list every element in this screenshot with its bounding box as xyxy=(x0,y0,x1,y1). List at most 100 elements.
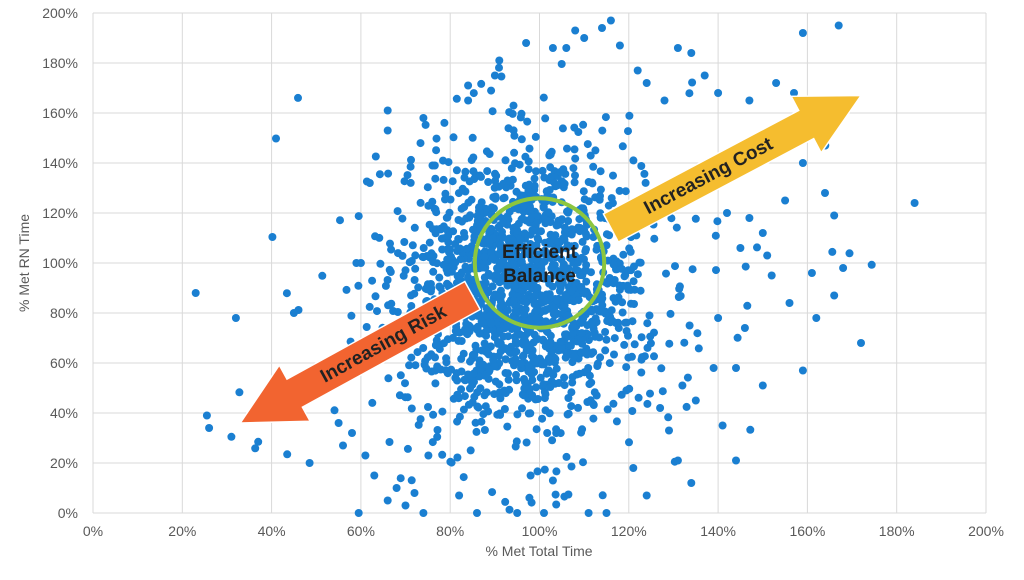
data-point xyxy=(399,271,408,280)
data-point xyxy=(517,243,525,252)
data-point xyxy=(481,402,490,411)
data-point xyxy=(589,348,598,357)
data-point xyxy=(541,114,550,123)
data-point xyxy=(466,357,474,366)
data-point xyxy=(629,156,638,165)
data-point xyxy=(581,348,590,357)
data-point xyxy=(685,89,694,98)
data-point xyxy=(798,366,807,375)
data-point xyxy=(556,337,565,346)
data-point xyxy=(569,164,578,173)
data-point xyxy=(524,367,533,376)
data-point xyxy=(625,111,634,120)
data-point xyxy=(867,260,876,269)
data-point xyxy=(544,367,552,375)
data-point xyxy=(587,268,595,277)
data-point xyxy=(513,331,522,340)
data-point xyxy=(499,179,508,188)
data-point xyxy=(675,282,684,291)
data-point xyxy=(457,385,466,394)
data-point xyxy=(361,451,370,460)
data-point xyxy=(464,81,473,90)
data-point xyxy=(634,393,643,402)
data-point xyxy=(202,411,211,420)
data-point xyxy=(629,464,638,472)
data-point xyxy=(693,329,702,338)
data-point xyxy=(446,245,454,254)
data-point xyxy=(665,339,674,348)
data-point xyxy=(520,229,529,238)
x-axis-title: % Met Total Time xyxy=(485,543,592,559)
data-point xyxy=(477,317,486,326)
data-point xyxy=(538,358,547,367)
data-point xyxy=(578,237,587,246)
y-tick-label: 100% xyxy=(42,255,78,271)
data-point xyxy=(500,324,509,333)
data-point xyxy=(608,316,617,325)
data-point xyxy=(403,171,412,180)
data-point xyxy=(494,292,503,301)
data-point xyxy=(671,262,679,271)
data-point xyxy=(401,379,409,388)
data-point xyxy=(574,296,583,305)
data-point xyxy=(457,367,466,376)
data-point xyxy=(457,354,466,363)
data-point xyxy=(423,353,432,362)
data-point xyxy=(544,354,553,363)
data-point xyxy=(571,26,580,35)
data-point xyxy=(433,432,442,441)
data-point xyxy=(741,262,750,271)
data-point xyxy=(562,244,571,253)
data-point xyxy=(501,497,510,506)
data-point xyxy=(624,353,633,362)
data-point xyxy=(598,24,606,32)
data-point xyxy=(582,277,591,286)
data-point xyxy=(484,270,493,279)
data-point xyxy=(596,192,604,200)
data-point xyxy=(834,21,843,30)
data-point xyxy=(476,214,485,223)
data-point xyxy=(580,34,589,42)
data-point xyxy=(526,205,535,214)
data-point xyxy=(564,490,573,499)
data-point xyxy=(529,296,538,305)
data-point xyxy=(812,314,821,322)
data-point xyxy=(480,426,489,434)
data-point xyxy=(585,380,594,389)
data-point xyxy=(468,133,477,142)
data-point xyxy=(745,214,754,222)
data-point xyxy=(348,429,356,437)
data-point xyxy=(516,191,525,200)
data-point xyxy=(514,219,523,228)
x-tick-label: 100% xyxy=(522,523,558,539)
data-point xyxy=(458,184,467,193)
data-point xyxy=(656,404,665,412)
data-point xyxy=(444,231,453,240)
data-point xyxy=(541,219,550,228)
data-point xyxy=(664,413,673,422)
data-point xyxy=(553,271,562,280)
data-point xyxy=(454,216,463,224)
data-point xyxy=(512,253,521,262)
data-point xyxy=(416,415,425,424)
data-point xyxy=(593,241,602,250)
data-point xyxy=(482,331,491,340)
data-point xyxy=(609,171,617,180)
data-point xyxy=(564,394,573,402)
data-point xyxy=(467,156,476,165)
data-point xyxy=(398,251,407,260)
data-point xyxy=(591,332,600,341)
data-point xyxy=(432,134,441,143)
data-point xyxy=(712,266,720,275)
data-point xyxy=(440,118,449,127)
data-point xyxy=(464,400,473,409)
data-point xyxy=(460,392,469,401)
data-point xyxy=(509,260,518,269)
data-point xyxy=(567,276,576,285)
data-point xyxy=(504,375,513,384)
data-point xyxy=(419,244,428,252)
data-point xyxy=(598,126,607,135)
data-point xyxy=(425,238,434,247)
data-point xyxy=(368,276,377,285)
data-point xyxy=(432,146,441,155)
